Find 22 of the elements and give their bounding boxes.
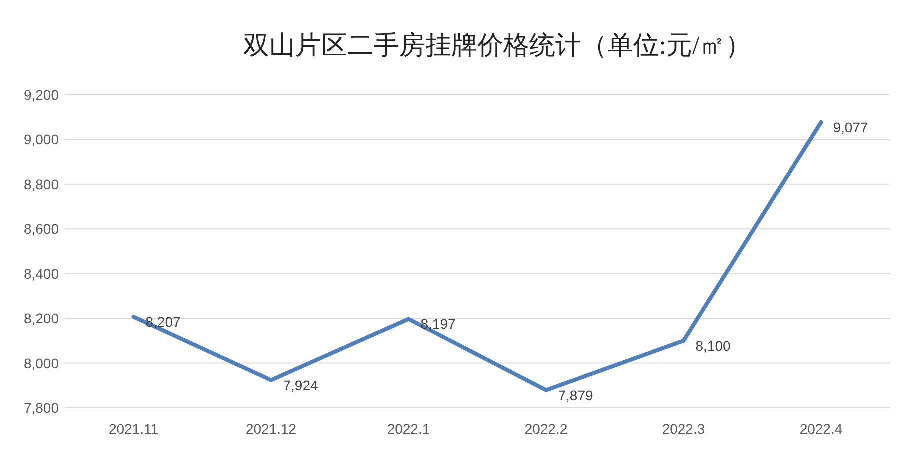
data-label: 8,197: [420, 316, 456, 332]
data-label: 9,077: [833, 120, 868, 136]
x-tick-label: 2022.1: [387, 421, 430, 437]
x-tick-label: 2022.2: [524, 421, 568, 437]
data-label: 7,924: [283, 377, 318, 394]
x-tick-label: 2022.4: [800, 421, 843, 437]
y-tick-label: 8,200: [24, 310, 60, 327]
data-label: 8,207: [146, 314, 181, 330]
y-tick-label: 8,000: [24, 355, 60, 372]
data-label: 8,100: [696, 338, 731, 354]
x-tick-label: 2021.12: [246, 421, 297, 437]
data-label: 7,879: [558, 387, 594, 404]
y-tick-label: 8,800: [24, 176, 60, 192]
y-tick-label: 9,200: [24, 87, 60, 103]
x-tick-label: 2021.11: [108, 421, 159, 437]
y-tick-label: 7,800: [24, 400, 60, 416]
y-tick-label: 9,000: [24, 132, 60, 148]
line-series: [132, 120, 824, 392]
y-tick-label: 8,600: [24, 221, 60, 238]
chart-title: 双山片区二手房挂牌价格统计（单位:元/㎡）: [243, 31, 752, 60]
x-tick-label: 2022.3: [662, 421, 706, 437]
y-tick-label: 8,400: [24, 266, 60, 282]
